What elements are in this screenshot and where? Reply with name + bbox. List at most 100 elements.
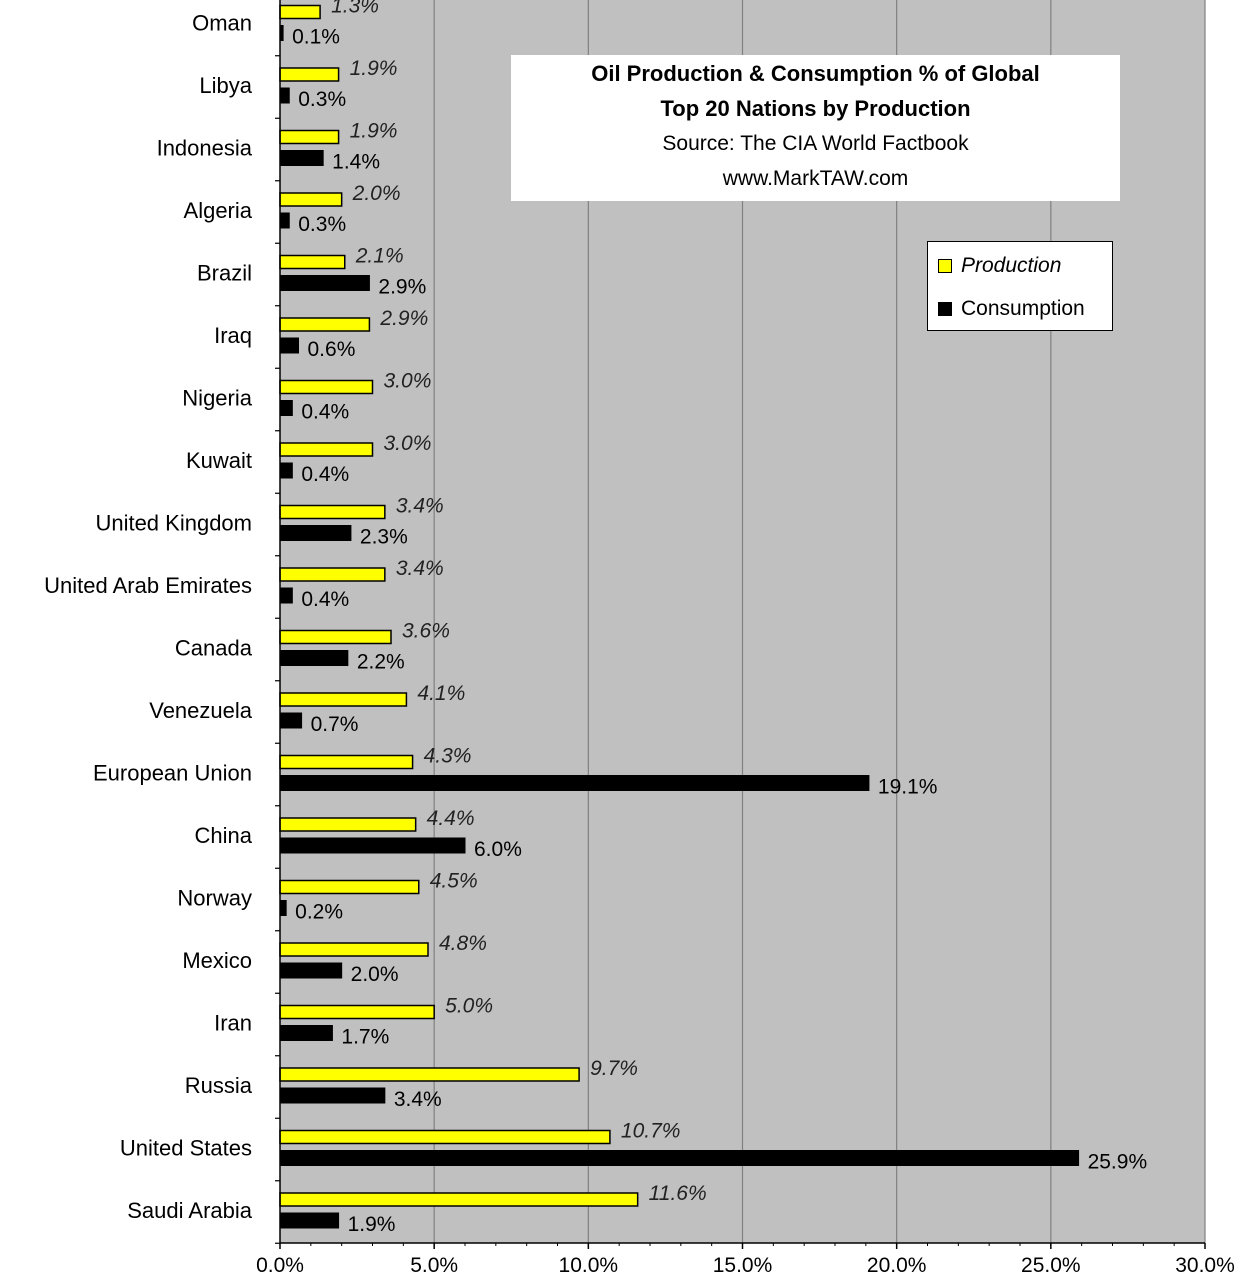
x-tick-label: 15.0% [713,1254,773,1277]
chart-website: www.MarkTAW.com [722,167,909,190]
bar-production-united-kingdom [279,504,386,520]
legend-label-production: Production [961,254,1062,277]
data-label-production-kuwait: 3.0% [384,432,432,455]
chart-source: Source: The CIA World Factbook [662,132,969,155]
data-label-consumption-european-union: 19.1% [878,776,938,799]
labels: 0.0% 5.0% 10.0% 15.0% 20.0% 25.0% 30.0% Saudi A… [44,0,1235,1277]
data-label-consumption-united-kingdom: 2.3% [360,526,408,549]
data-label-consumption-algeria: 0.3% [298,213,346,236]
data-label-production-united-kingdom: 3.4% [396,495,444,518]
data-label-consumption-libya: 0.3% [298,88,346,111]
legend-swatch-production [938,259,952,273]
category-label-united-kingdom: United Kingdom [95,511,252,536]
data-label-consumption-brazil: 2.9% [378,276,426,299]
data-label-consumption-mexico: 2.0% [351,963,399,986]
data-label-production-nigeria: 3.0% [384,370,432,393]
bar-consumption-united-kingdom [279,525,352,541]
category-label-russia: Russia [185,1073,253,1098]
category-label-algeria: Algeria [184,198,253,223]
bar-production-algeria [279,192,343,207]
category-label-saudi-arabia: Saudi Arabia [127,1198,253,1223]
category-label-united-arab-emirates: United Arab Emirates [44,573,252,598]
x-tick-label: 5.0% [410,1254,458,1277]
bar-production-libya [279,67,340,82]
bar-consumption-united-states [279,1150,1080,1166]
data-label-production-norway: 4.5% [430,870,478,893]
data-label-production-iraq: 2.9% [379,307,428,330]
data-label-consumption-china: 6.0% [474,838,522,861]
category-label-brazil: Brazil [197,261,252,286]
data-label-production-european-union: 4.3% [424,745,472,768]
category-label-european-union: European Union [93,761,252,786]
data-label-consumption-saudi-arabia: 1.9% [348,1213,396,1236]
bar-consumption-united-arab-emirates [279,587,293,604]
bar-consumption-china [279,837,466,854]
bar-production-saudi-arabia [279,1192,639,1207]
data-label-consumption-united-arab-emirates: 0.4% [301,588,349,611]
data-label-consumption-canada: 2.2% [357,651,405,674]
category-label-china: China [195,823,253,848]
data-label-production-united-states: 10.7% [621,1120,681,1143]
bar-consumption-indonesia [279,150,324,166]
x-tick-label: 10.0% [559,1254,619,1277]
data-label-production-libya: 1.9% [350,57,398,80]
bar-consumption-norway [279,900,287,916]
bar-production-china [279,817,417,832]
data-label-consumption-venezuela: 0.7% [311,713,359,736]
data-label-production-iran: 5.0% [445,995,493,1018]
x-tick-label: 20.0% [867,1254,927,1277]
category-label-kuwait: Kuwait [186,448,252,473]
axes [275,0,1206,1249]
bar-production-kuwait [279,442,374,457]
bar-production-canada [279,629,392,645]
bar-consumption-mexico [279,962,343,979]
category-label-norway: Norway [177,886,252,911]
bar-consumption-canada [279,650,349,666]
bar-production-united-arab-emirates [279,567,386,582]
bar-consumption-venezuela [279,712,303,729]
bar-consumption-iraq [279,337,299,354]
data-label-production-russia: 9.7% [590,1057,638,1080]
x-tick-label: 0.0% [256,1254,304,1277]
category-label-venezuela: Venezuela [149,698,253,723]
data-label-production-saudi-arabia: 11.6% [649,1182,707,1205]
data-label-production-venezuela: 4.1% [417,682,465,705]
category-label-mexico: Mexico [182,948,252,973]
bar-consumption-european-union [279,775,870,791]
data-label-production-mexico: 4.8% [439,932,487,955]
data-label-consumption-united-states: 25.9% [1088,1151,1148,1174]
x-tick-label: 25.0% [1021,1254,1081,1277]
data-label-consumption-norway: 0.2% [295,901,343,924]
data-label-consumption-indonesia: 1.4% [332,151,380,174]
bar-production-venezuela [279,692,408,707]
data-label-consumption-kuwait: 0.4% [301,463,349,486]
bar-production-iran [279,1004,435,1020]
bar-production-iraq [279,317,371,332]
data-label-consumption-iraq: 0.6% [308,338,356,361]
chart-title-box: Oil Production & Consumption % of Global… [511,55,1120,201]
category-label-nigeria: Nigeria [182,386,252,411]
gridlines [433,0,1206,1243]
data-label-production-united-arab-emirates: 3.4% [396,557,444,580]
category-label-iran: Iran [214,1011,252,1036]
bar-consumption-saudi-arabia [279,1212,340,1229]
data-label-consumption-iran: 1.7% [341,1026,389,1049]
category-label-indonesia: Indonesia [157,136,253,161]
bar-production-indonesia [279,129,340,145]
chart-subtitle: Top 20 Nations by Production [660,96,971,121]
data-label-production-china: 4.4% [427,807,475,830]
bar-consumption-brazil [279,275,370,291]
data-label-consumption-russia: 3.4% [394,1088,442,1111]
data-label-production-brazil: 2.1% [355,245,404,268]
data-label-production-oman: 1.3% [331,0,379,18]
bar-production-russia [279,1067,580,1082]
chart-title: Oil Production & Consumption % of Global [591,61,1040,86]
legend-swatch-consumption [938,302,952,316]
legend: Production Consumption [927,241,1113,331]
bar-production-oman [279,4,321,20]
data-label-production-indonesia: 1.9% [350,120,398,143]
bar-consumption-nigeria [279,400,293,416]
category-label-iraq: Iraq [214,323,252,348]
data-label-consumption-oman: 0.1% [292,26,340,49]
